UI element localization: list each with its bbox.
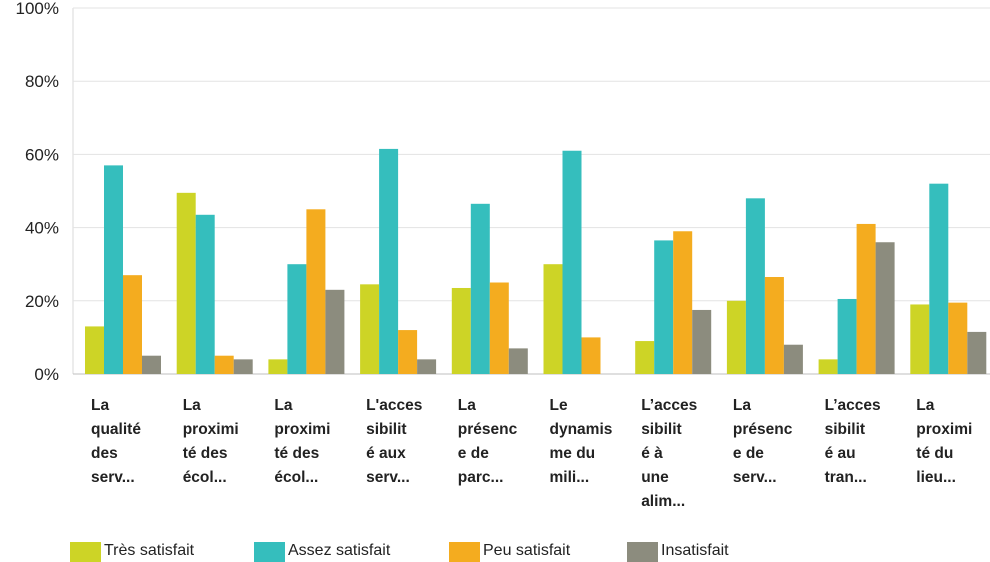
legend-item: Peu satisfait [449,542,571,562]
category-label: La proximi té du lieu... [916,397,972,486]
bar [417,359,437,374]
bar [360,284,380,374]
category-label: L'acces sibilit é aux serv... [366,397,422,486]
legend-swatch [449,542,480,562]
legend-swatch [254,542,285,562]
bar [875,242,895,374]
category-label: La proximi té des écol... [183,397,239,486]
bar [268,359,288,374]
category-label: La présenc e de serv... [733,397,793,486]
y-tick-label: 100% [16,0,59,18]
legend-item: Très satisfait [70,542,195,562]
bar [745,198,765,374]
y-axis-ticks: 0% 20% 40% 60% 80% 100% [16,0,59,384]
bar [856,223,876,374]
bar [233,359,253,374]
bar [581,337,601,374]
bar [508,348,528,374]
y-tick-label: 20% [25,292,59,311]
category-label: La qualité des serv... [91,397,141,486]
bar [470,203,490,374]
bar [142,355,161,374]
bar [948,302,968,374]
legend-swatch [70,542,101,562]
category-label: L’acces sibilit é au tran... [825,397,881,486]
legend-label: Peu satisfait [483,542,571,559]
legend-label: Très satisfait [104,542,195,559]
bar [783,344,803,374]
bar [764,277,784,374]
legend-item: Insatisfait [627,542,729,562]
bar [104,165,123,374]
y-tick-label: 60% [25,145,59,164]
legend-label: Assez satisfait [288,542,391,559]
bar [176,192,196,374]
bar [214,355,234,374]
legend: Très satisfait Assez satisfait Peu satisfa… [70,542,729,562]
legend-label: Insatisfait [661,542,729,559]
legend-swatch [627,542,658,562]
bar [451,287,471,374]
bar [673,231,693,374]
bar [543,264,563,374]
bar [306,209,326,374]
legend-item: Assez satisfait [254,542,391,562]
bar [325,289,345,374]
bar [818,359,838,374]
bar [967,331,987,374]
category-label: La proximi té des écol... [274,397,330,486]
bars [85,148,987,374]
bar [287,264,307,374]
bar [85,326,104,374]
bar [398,330,418,374]
y-tick-label: 80% [25,72,59,91]
bar [654,240,674,374]
bar [635,341,655,374]
bar [910,304,930,374]
category-labels: La qualité des serv... La proximi té des écol..… [91,397,972,510]
bar [929,183,949,374]
bar [195,214,215,374]
bar [726,300,746,374]
bar [837,298,857,374]
bar [692,309,712,374]
bar [379,148,399,374]
y-tick-label: 0% [34,365,59,384]
category-label: L’acces sibilit é à une alim... [641,397,697,510]
bar [123,275,142,374]
y-tick-label: 40% [25,219,59,238]
bar [562,150,582,374]
bar [489,282,509,374]
category-label: La présenc e de parc... [458,397,518,486]
category-label: Le dynamis me du mili... [550,397,613,486]
